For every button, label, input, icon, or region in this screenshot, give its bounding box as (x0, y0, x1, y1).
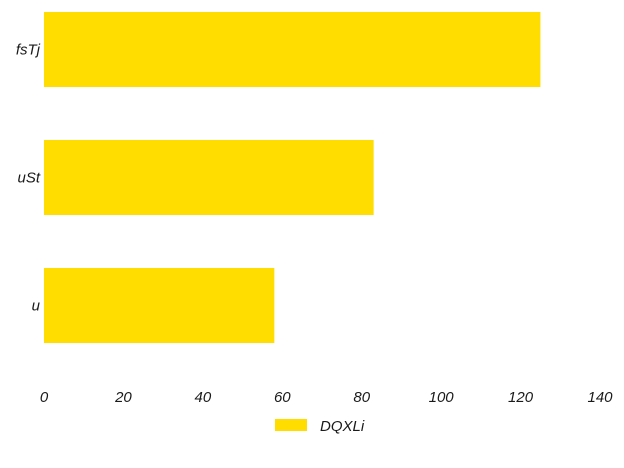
category-labels: fsTj uSt u (16, 42, 41, 315)
x-tick-label-140: 140 (587, 389, 613, 406)
category-label-uSt: uSt (17, 170, 40, 187)
category-label-fsTj: fsTj (16, 42, 41, 59)
bars-group (44, 12, 541, 343)
bar-u (44, 268, 275, 343)
x-tick-label-80: 80 (353, 389, 370, 406)
legend-label: DQXLi (320, 418, 365, 435)
legend-swatch (275, 419, 307, 431)
x-axis-tick-labels: 0 20 40 60 80 100 120 140 (40, 389, 613, 406)
legend: DQXLi (275, 418, 365, 435)
x-tick-label-20: 20 (114, 389, 132, 406)
bar-fsTj (44, 12, 541, 87)
x-tick-label-120: 120 (508, 389, 534, 406)
bar-uSt (44, 140, 374, 215)
x-tick-label-40: 40 (195, 389, 212, 406)
x-tick-label-0: 0 (40, 389, 49, 406)
x-tick-label-100: 100 (429, 389, 455, 406)
category-label-u: u (32, 298, 41, 315)
x-tick-label-60: 60 (274, 389, 291, 406)
